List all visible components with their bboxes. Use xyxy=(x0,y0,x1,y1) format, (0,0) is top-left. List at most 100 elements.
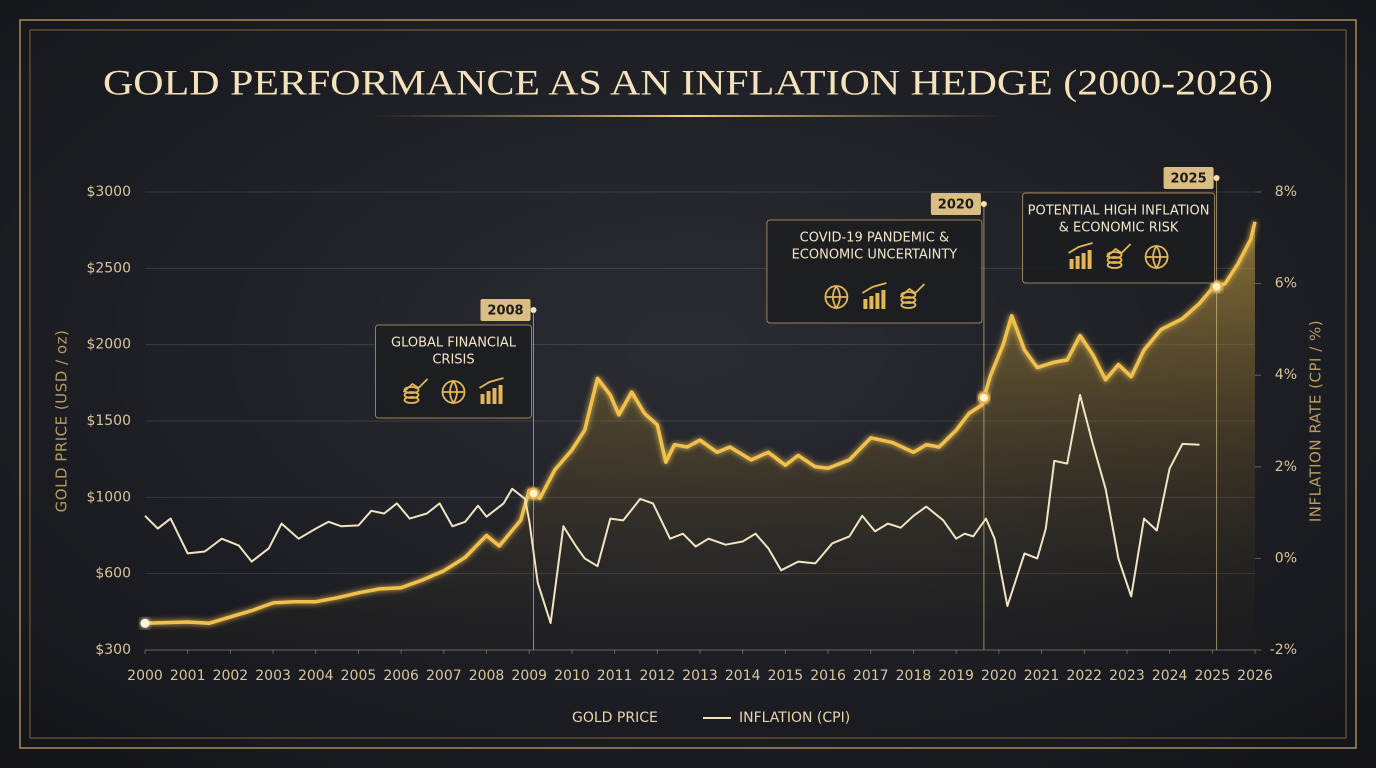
event-text: ECONOMIC UNCERTAINTY xyxy=(792,248,958,263)
legend-label: GOLD PRICE xyxy=(572,710,658,726)
x-tick-label: 2007 xyxy=(426,668,462,684)
x-tick-label: 2010 xyxy=(554,668,590,684)
y-tick-label: $300 xyxy=(95,642,131,658)
icon xyxy=(1106,261,1123,269)
y-tick-label: $1000 xyxy=(86,489,131,505)
y2-tick-label: 0% xyxy=(1275,550,1297,566)
x-tick-label: 2002 xyxy=(213,668,249,684)
event-text: & ECONOMIC RISK xyxy=(1059,221,1179,236)
x-tick-label: 2012 xyxy=(639,668,675,684)
inflation-line xyxy=(144,393,1200,624)
icon xyxy=(1106,256,1123,264)
icon xyxy=(881,290,886,309)
y-axis-title: GOLD PRICE (USD / oz) xyxy=(53,330,71,513)
x-tick-label: 2005 xyxy=(341,668,377,684)
x-tick-label: 2017 xyxy=(853,668,889,684)
chart-title: GOLD PERFORMANCE AS AN INFLATION HEDGE (… xyxy=(103,62,1273,102)
start-point xyxy=(140,618,150,628)
x-tick-label: 2026 xyxy=(1237,668,1273,684)
y2-tick-label: 2% xyxy=(1275,459,1297,475)
y2-tick-label: -2% xyxy=(1270,642,1297,658)
icon xyxy=(479,377,504,389)
y2-tick-label: 8% xyxy=(1275,184,1297,200)
plot-area xyxy=(140,221,1257,651)
x-tick-label: 2016 xyxy=(810,668,846,684)
icon xyxy=(899,283,926,298)
event-year: 2008 xyxy=(487,304,523,319)
event-point xyxy=(1210,280,1223,293)
gold-line xyxy=(144,221,1257,626)
x-tick-label: 2003 xyxy=(255,668,291,684)
event-box xyxy=(766,219,983,324)
icon xyxy=(825,285,848,310)
icon xyxy=(863,299,868,309)
y-tick-label: $2000 xyxy=(86,337,131,353)
y2-axis-title: INFLATION RATE (CPI / %) xyxy=(1307,320,1325,522)
icon xyxy=(1068,242,1093,254)
event-text: GLOBAL FINANCIAL xyxy=(391,336,517,351)
icon xyxy=(1069,259,1074,269)
x-tick-label: 2014 xyxy=(725,668,761,684)
x-tick-label: 2023 xyxy=(1109,668,1145,684)
gold-area xyxy=(145,221,1255,651)
y2-tick-label: 4% xyxy=(1275,367,1297,383)
event-year-box xyxy=(930,193,981,215)
icon xyxy=(1145,245,1168,270)
event-year: 2025 xyxy=(1170,172,1206,187)
y2-tick-label: 6% xyxy=(1275,276,1297,292)
icon xyxy=(900,296,917,304)
x-tick-label: 2008 xyxy=(469,668,505,684)
y-tick-label: $1500 xyxy=(86,413,131,429)
icon xyxy=(861,282,887,294)
x-tick-label: 2013 xyxy=(682,668,718,684)
x-tick-label: 2020 xyxy=(981,668,1017,684)
event-text: COVID-19 PANDEMIC & xyxy=(800,231,949,246)
icon xyxy=(1105,243,1132,258)
y-tick-label: $2500 xyxy=(86,260,131,276)
event-top-dot xyxy=(980,201,987,207)
x-tick-label: 2001 xyxy=(170,668,206,684)
icon xyxy=(486,391,491,404)
icon xyxy=(875,293,880,309)
event-year: 2020 xyxy=(938,198,974,213)
legend: GOLD PRICE INFLATION (CPI) xyxy=(536,710,850,726)
x-tick-label: 2019 xyxy=(938,668,974,684)
icon xyxy=(402,378,429,393)
x-tick-label: 2024 xyxy=(1152,668,1188,684)
x-tick-label: 2009 xyxy=(511,668,547,684)
event-year-box xyxy=(480,299,531,321)
icon xyxy=(869,296,874,309)
x-tick-label: 2011 xyxy=(597,668,633,684)
icon xyxy=(1075,256,1080,269)
y-tick-label: $3000 xyxy=(86,184,131,200)
icon xyxy=(1081,253,1086,269)
event-text: CRISIS xyxy=(432,353,474,368)
icon xyxy=(403,396,420,404)
events: 2008 GLOBAL FINANCIAL CRISIS 2020 COVID-19 P… xyxy=(375,167,1223,650)
icon xyxy=(900,301,917,309)
y-tick-label: $600 xyxy=(95,566,131,582)
icon xyxy=(442,380,465,405)
event-top-dot xyxy=(530,307,537,313)
x-tick-label: 2021 xyxy=(1024,668,1060,684)
icon xyxy=(492,388,497,404)
x-tick-label: 2015 xyxy=(768,668,804,684)
x-tick-label: 2025 xyxy=(1194,668,1230,684)
x-tick-label: 2004 xyxy=(298,668,334,684)
icon xyxy=(498,385,503,404)
frame-outer xyxy=(19,19,1357,749)
event-year-box xyxy=(1163,167,1214,189)
frame-inner xyxy=(29,29,1347,739)
event-point xyxy=(527,487,540,500)
event-point xyxy=(977,391,990,404)
icon xyxy=(480,394,485,404)
x-tick-label: 2022 xyxy=(1066,668,1102,684)
x-tick-label: 2018 xyxy=(896,668,932,684)
event-top-dot xyxy=(1213,175,1220,181)
legend-label: INFLATION (CPI) xyxy=(739,710,850,726)
x-tick-label: 2006 xyxy=(383,668,419,684)
title-rule xyxy=(370,115,1006,117)
icon xyxy=(1087,250,1092,269)
